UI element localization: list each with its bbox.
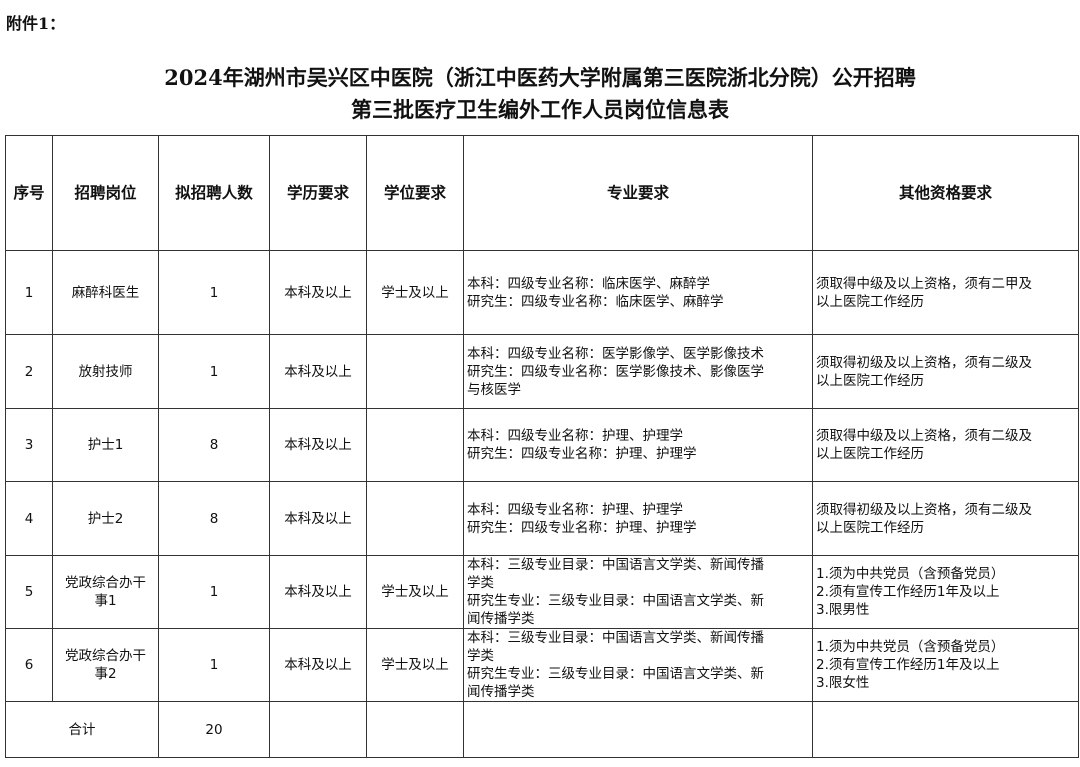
cell-post: 党政综合办干 事1: [52, 555, 159, 629]
header-major: 专业要求: [463, 135, 813, 251]
header-count: 拟招聘人数: [158, 135, 270, 251]
cell-degree: 学士及以上: [366, 628, 464, 702]
cell-count: 1: [158, 555, 270, 629]
cell-degree: [366, 481, 464, 556]
header-other: 其他资格要求: [812, 135, 1079, 251]
page-title: 2024年湖州市吴兴区中医院（浙江中医药大学附属第三医院浙北分院）公开招聘: [164, 65, 916, 90]
cell-education: 本科及以上: [269, 408, 367, 482]
header-no: 序号: [5, 135, 53, 251]
cell-other: 须取得初级及以上资格，须有二级及 以上医院工作经历: [812, 334, 1079, 409]
cell-other: 须取得初级及以上资格，须有二级及 以上医院工作经历: [812, 481, 1079, 556]
cell-no: 3: [5, 408, 53, 482]
cell-education: 本科及以上: [269, 250, 367, 335]
cell-major: 本科：三级专业目录：中国语言文学类、新闻传播 学类 研究生专业：三级专业目录：中…: [463, 555, 813, 629]
table-row: 3 护士1 8 本科及以上 本科：四级专业名称：护理、护理学 研究生：四级专业名称：护理…: [5, 408, 1079, 482]
cell-no: 1: [5, 250, 53, 335]
cell-count: 8: [158, 481, 270, 556]
cell-count: 1: [158, 628, 270, 702]
cell-education: 本科及以上: [269, 555, 367, 629]
cell-no: 2: [5, 334, 53, 409]
header-education: 学历要求: [269, 135, 367, 251]
empty-cell: [269, 701, 367, 758]
cell-education: 本科及以上: [269, 481, 367, 556]
cell-post: 麻醉科医生: [52, 250, 159, 335]
cell-post: 党政综合办干 事2: [52, 628, 159, 702]
cell-post: 放射技师: [52, 334, 159, 409]
cell-other: 须取得中级及以上资格，须有二甲及 以上医院工作经历: [812, 250, 1079, 335]
cell-degree: [366, 408, 464, 482]
cell-major: 本科：四级专业名称：护理、护理学 研究生：四级专业名称：护理、护理学: [463, 408, 813, 482]
empty-cell: [812, 701, 1079, 758]
table-row: 6 党政综合办干 事2 1 本科及以上 学士及以上 本科：三级专业目录：中国语言文学类、新…: [5, 628, 1079, 702]
cell-post: 护士1: [52, 408, 159, 482]
empty-cell: [366, 701, 464, 758]
cell-no: 4: [5, 481, 53, 556]
cell-degree: 学士及以上: [366, 555, 464, 629]
header-post: 招聘岗位: [52, 135, 159, 251]
cell-other: 须取得中级及以上资格，须有二级及 以上医院工作经历: [812, 408, 1079, 482]
cell-no: 5: [5, 555, 53, 629]
table-row: 5 党政综合办干 事1 1 本科及以上 学士及以上 本科：三级专业目录：中国语言文学类、新…: [5, 555, 1079, 629]
positions-table: 序号 招聘岗位 拟招聘人数 学历要求 学位要求 专业要求 其他资格要求 1 麻醉科…: [5, 135, 1079, 758]
cell-major: 本科：四级专业名称：临床医学、麻醉学 研究生：四级专业名称：临床医学、麻醉学: [463, 250, 813, 335]
cell-major: 本科：三级专业目录：中国语言文学类、新闻传播 学类 研究生专业：三级专业目录：中…: [463, 628, 813, 702]
cell-no: 6: [5, 628, 53, 702]
cell-post: 护士2: [52, 481, 159, 556]
header-row: 序号 招聘岗位 拟招聘人数 学历要求 学位要求 专业要求 其他资格要求: [5, 135, 1079, 251]
empty-cell: [463, 701, 813, 758]
page-subtitle: 第三批医疗卫生编外工作人员岗位信息表: [351, 97, 729, 122]
attachment-label: 附件1：: [6, 14, 66, 33]
cell-other: 1.须为中共党员（含预备党员） 2.须有宣传工作经历1年及以上 3.限女性: [812, 628, 1079, 702]
cell-other: 1.须为中共党员（含预备党员） 2.须有宣传工作经历1年及以上 3.限男性: [812, 555, 1079, 629]
table-row: 2 放射技师 1 本科及以上 本科：四级专业名称：医学影像学、医学影像技术 研究生：四级…: [5, 334, 1079, 409]
cell-count: 1: [158, 250, 270, 335]
cell-count: 8: [158, 408, 270, 482]
table-row: 4 护士2 8 本科及以上 本科：四级专业名称：护理、护理学 研究生：四级专业名称：护理…: [5, 481, 1079, 556]
cell-major: 本科：四级专业名称：护理、护理学 研究生：四级专业名称：护理、护理学: [463, 481, 813, 556]
cell-count: 1: [158, 334, 270, 409]
cell-education: 本科及以上: [269, 628, 367, 702]
table-row: 1 麻醉科医生 1 本科及以上 学士及以上 本科：四级专业名称：临床医学、麻醉学 研究生：…: [5, 250, 1079, 335]
cell-degree: 学士及以上: [366, 250, 464, 335]
total-row: 合计 20: [5, 701, 1079, 758]
cell-degree: [366, 334, 464, 409]
total-count: 20: [158, 701, 270, 758]
header-degree: 学位要求: [366, 135, 464, 251]
cell-education: 本科及以上: [269, 334, 367, 409]
total-label: 合计: [5, 701, 159, 758]
cell-major: 本科：四级专业名称：医学影像学、医学影像技术 研究生：四级专业名称：医学影像技术…: [463, 334, 813, 409]
